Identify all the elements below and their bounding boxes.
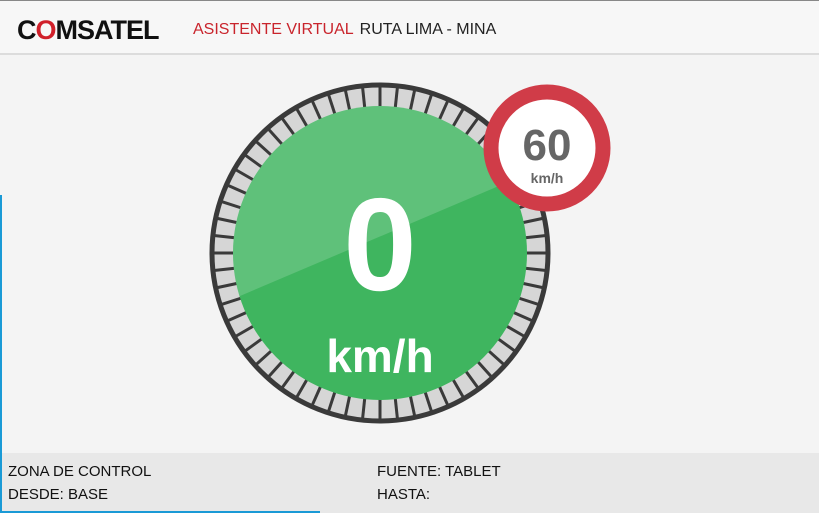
gauge-tick	[244, 153, 263, 169]
current-speed: 0	[343, 171, 416, 318]
gauge-tick	[220, 199, 242, 210]
gauge-tick	[343, 89, 352, 111]
gauge-tick	[408, 89, 417, 111]
gauge-tick	[310, 99, 322, 121]
gauge-tick	[464, 370, 480, 389]
gauge-tick	[213, 266, 235, 272]
speed-limit-unit: km/h	[531, 170, 564, 186]
gauge-tick	[326, 93, 337, 115]
gauge-tick	[487, 349, 506, 366]
gauge-tick	[280, 117, 296, 136]
gauge-tick	[361, 398, 367, 420]
gauge-tick	[213, 234, 235, 240]
speed-unit: km/h	[326, 330, 433, 382]
window-edge	[0, 195, 2, 513]
app-header: COMSATEL ASISTENTE VIRTUAL RUTA LIMA - MI…	[0, 0, 819, 55]
assistant-label: ASISTENTE VIRTUAL	[193, 21, 354, 38]
logo-rest: MSATEL	[55, 15, 160, 45]
gauge-tick	[234, 168, 255, 182]
gauge-tick	[423, 391, 434, 413]
gauge-tick	[497, 337, 516, 353]
gauge-tick	[343, 395, 352, 417]
gauge-tick	[522, 281, 544, 290]
gauge-tick	[254, 349, 273, 366]
gauge-tick	[254, 140, 273, 157]
gauge-face	[233, 106, 527, 400]
speed-limit-value: 60	[523, 121, 572, 170]
header-title: ASISTENTE VIRTUAL RUTA LIMA - MINA	[193, 20, 496, 40]
gauge-tick	[505, 324, 526, 338]
gauge-tick	[522, 216, 544, 225]
zone-label: ZONA DE CONTROL	[8, 463, 152, 480]
gauge-tick	[512, 311, 534, 323]
gauge-tick	[234, 324, 255, 338]
gauge-tick	[451, 107, 465, 128]
gauge-tick	[220, 296, 242, 307]
source-field: FUENTE: TABLET	[377, 463, 501, 481]
gauge-tick	[295, 378, 309, 399]
gauge-tick	[295, 107, 309, 128]
gauge-tick	[393, 86, 399, 108]
gauge-tick	[280, 370, 296, 389]
gauge-tick	[267, 127, 284, 146]
gauge-tick	[423, 93, 434, 115]
source-value: TABLET	[445, 463, 501, 480]
source-label: FUENTE:	[377, 463, 442, 480]
gauge-tick	[408, 395, 417, 417]
speed-limit-sign	[483, 84, 611, 212]
route-label: RUTA LIMA - MINA	[359, 21, 497, 38]
gauge-tick	[226, 183, 248, 195]
gauge-tick	[525, 266, 547, 272]
to-field: HASTA:	[377, 486, 430, 504]
comsatel-logo: COMSATEL	[17, 15, 160, 45]
to-label: HASTA:	[377, 486, 431, 503]
gauge-tick	[464, 117, 480, 136]
window-edge-bottom	[0, 511, 320, 513]
gauge-tick	[525, 234, 547, 240]
footer-info: ZONA DE CONTROL DESDE: BASE FUENTE: TABL…	[0, 453, 819, 513]
logo-o: O	[35, 15, 57, 45]
from-field: DESDE: BASE	[8, 486, 108, 504]
gauge-tick	[326, 391, 337, 413]
gauge-tick	[438, 385, 450, 407]
gauge-tick	[361, 86, 367, 108]
gauge-tick	[216, 281, 238, 290]
gauge-tick	[244, 337, 263, 353]
from-value: BASE	[68, 486, 109, 503]
gauge-tick	[476, 360, 493, 379]
gauge-tick	[438, 99, 450, 121]
gauge-tick	[226, 311, 248, 323]
gauge-tick	[216, 216, 238, 225]
logo-c: C	[17, 15, 36, 45]
from-label: DESDE:	[8, 486, 64, 503]
gauge-tick	[518, 296, 540, 307]
gauge-tick	[267, 360, 284, 379]
gauge-tick	[393, 398, 399, 420]
gauge-tick	[451, 378, 465, 399]
gauge-tick	[310, 385, 322, 407]
